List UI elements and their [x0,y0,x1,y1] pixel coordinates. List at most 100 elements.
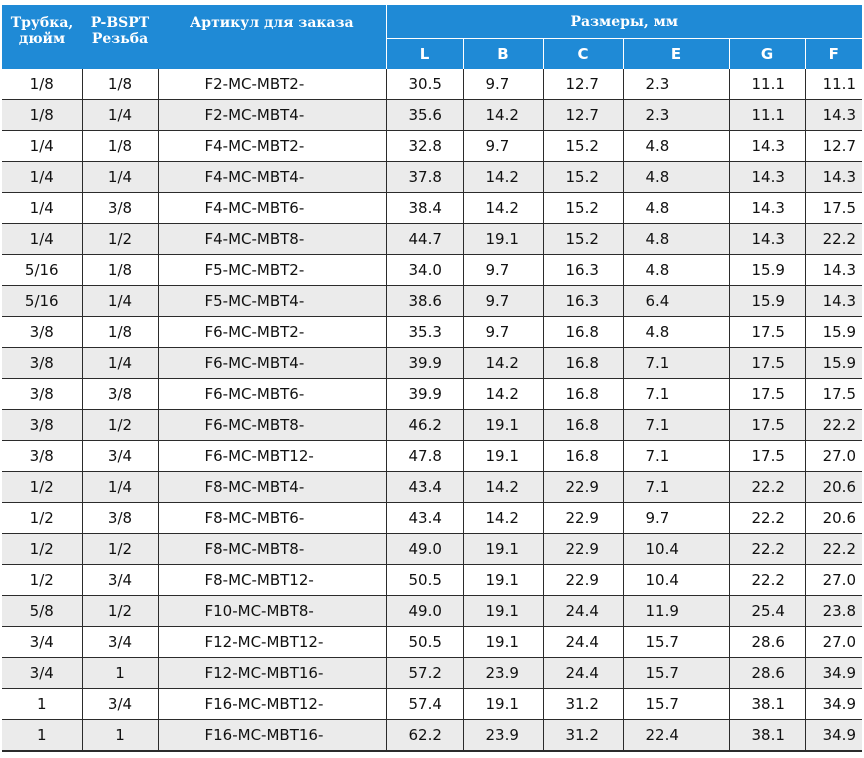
cell-f: 15.9 [804,347,862,379]
cell-thread: 3/4 [81,440,158,472]
cell-g: 15.9 [728,254,805,286]
cell-g: 17.5 [728,378,805,410]
cell-e: 4.8 [622,130,729,162]
cell-b: 14.2 [462,347,543,379]
cell-f: 34.9 [804,719,862,752]
cell-tube: 3/4 [2,657,82,689]
cell-article: F10-MC-MBT8- [157,595,386,627]
cell-f: 15.9 [804,316,862,348]
cell-tube: 1/4 [2,161,82,193]
cell-tube: 5/16 [2,254,82,286]
cell-b: 9.7 [462,254,543,286]
cell-f: 22.2 [804,223,862,255]
cell-e: 15.7 [622,657,729,689]
cell-e: 4.8 [622,161,729,193]
cell-g: 11.1 [728,69,805,100]
cell-g: 17.5 [728,409,805,441]
cell-article: F4-MC-MBT4- [157,161,386,193]
cell-f: 14.3 [804,161,862,193]
cell-c: 16.3 [542,254,623,286]
cell-f: 22.2 [804,533,862,565]
cell-b: 19.1 [462,595,543,627]
cell-e: 10.4 [622,564,729,596]
cell-b: 19.1 [462,564,543,596]
cell-thread: 1/8 [81,130,158,162]
table-row: 3/4 1 F12-MC-MBT16- 57.2 23.9 24.4 15.7 28.6 34.… [2,657,862,689]
cell-thread: 3/4 [81,564,158,596]
cell-g: 22.2 [728,471,805,503]
cell-f: 20.6 [804,471,862,503]
cell-tube: 1/4 [2,192,82,224]
cell-e: 2.3 [622,99,729,131]
cell-e: 7.1 [622,409,729,441]
cell-article: F5-MC-MBT4- [157,285,386,317]
cell-article: F12-MC-MBT16- [157,657,386,689]
cell-b: 19.1 [462,626,543,658]
cell-article: F8-MC-MBT8- [157,533,386,565]
cell-thread: 1/4 [81,285,158,317]
cell-b: 14.2 [462,471,543,503]
cell-article: F6-MC-MBT6- [157,378,386,410]
cell-article: F6-MC-MBT12- [157,440,386,472]
cell-c: 12.7 [542,99,623,131]
cell-tube: 1/8 [29,75,54,93]
cell-l: 47.8 [385,440,463,472]
header-dimensions: Размеры, мм [385,5,862,39]
cell-e: 15.7 [622,626,729,658]
table-row: 5/16 1/4 F5-MC-MBT4- 38.6 9.7 16.3 6.4 15.9 14.3 [2,285,862,317]
cell-c: 24.4 [542,657,623,689]
cell-f: 23.8 [804,595,862,627]
cell-c: 15.2 [542,192,623,224]
cell-thread: 1/2 [81,409,158,441]
cell-f: 14.3 [804,285,862,317]
cell-f: 11.1 [804,69,862,100]
cell-thread: 1/4 [81,471,158,503]
cell-tube: 1/2 [2,564,82,596]
cell-article: F8-MC-MBT6- [157,502,386,534]
table-row: 1/8 1/8 F2-MC-MBT2- 30.5 9.7 12.7 2.3 11.1 11.1 [2,69,862,100]
cell-e: 4.8 [622,254,729,286]
header-dim-f: F [804,38,862,69]
cell-g: 17.5 [728,316,805,348]
cell-e: 4.8 [622,192,729,224]
table-row: 3/8 1/8 F6-MC-MBT2- 35.3 9.7 16.8 4.8 17.5 15.9 [2,316,862,348]
cell-b: 9.7 [462,316,543,348]
cell-tube: 3/8 [2,347,82,379]
cell-c: 15.2 [542,223,623,255]
cell-l: 57.2 [385,657,463,689]
cell-e: 6.4 [622,285,729,317]
cell-c: 22.9 [542,471,623,503]
cell-g: 22.2 [728,502,805,534]
cell-c: 16.8 [542,440,623,472]
cell-thread: 1/4 [81,347,158,379]
cell-b: 14.2 [462,161,543,193]
cell-thread: 3/8 [81,378,158,410]
cell-c: 16.8 [542,409,623,441]
cell-b: 14.2 [462,192,543,224]
header-dim-e: E [622,38,729,69]
cell-thread: 3/8 [81,502,158,534]
cell-tube: 1/2 [2,502,82,534]
cell-l: 57.4 [385,688,463,720]
table-body: 1/8 1/8 F2-MC-MBT2- 30.5 9.7 12.7 2.3 11.1 11.1 1… [2,69,862,752]
cell-l: 35.6 [385,99,463,131]
cell-l: 35.3 [385,316,463,348]
header-dim-l: L [385,38,463,69]
cell-l: 49.0 [385,595,463,627]
cell-article: F6-MC-MBT8- [157,409,386,441]
cell-thread: 1/2 [81,533,158,565]
header-dim-g: G [728,38,805,69]
table-row: 5/8 1/2 F10-MC-MBT8- 49.0 19.1 24.4 11.9 25.4 23… [2,595,862,627]
cell-thread: 1/8 [81,69,158,100]
cell-f: 14.3 [804,99,862,131]
cell-tube: 3/8 [2,378,82,410]
cell-l: 38.4 [385,192,463,224]
cell-l: 34.0 [385,254,463,286]
fittings-table-container: Трубка, дюйм P-BSPT Резьба Артикул для з… [2,5,862,752]
fittings-size-table: Трубка, дюйм P-BSPT Резьба Артикул для з… [2,5,862,752]
cell-g: 14.3 [728,192,805,224]
cell-l: 50.5 [385,564,463,596]
cell-l: 39.9 [385,347,463,379]
cell-article: F6-MC-MBT4- [157,347,386,379]
cell-g: 38.1 [728,688,805,720]
